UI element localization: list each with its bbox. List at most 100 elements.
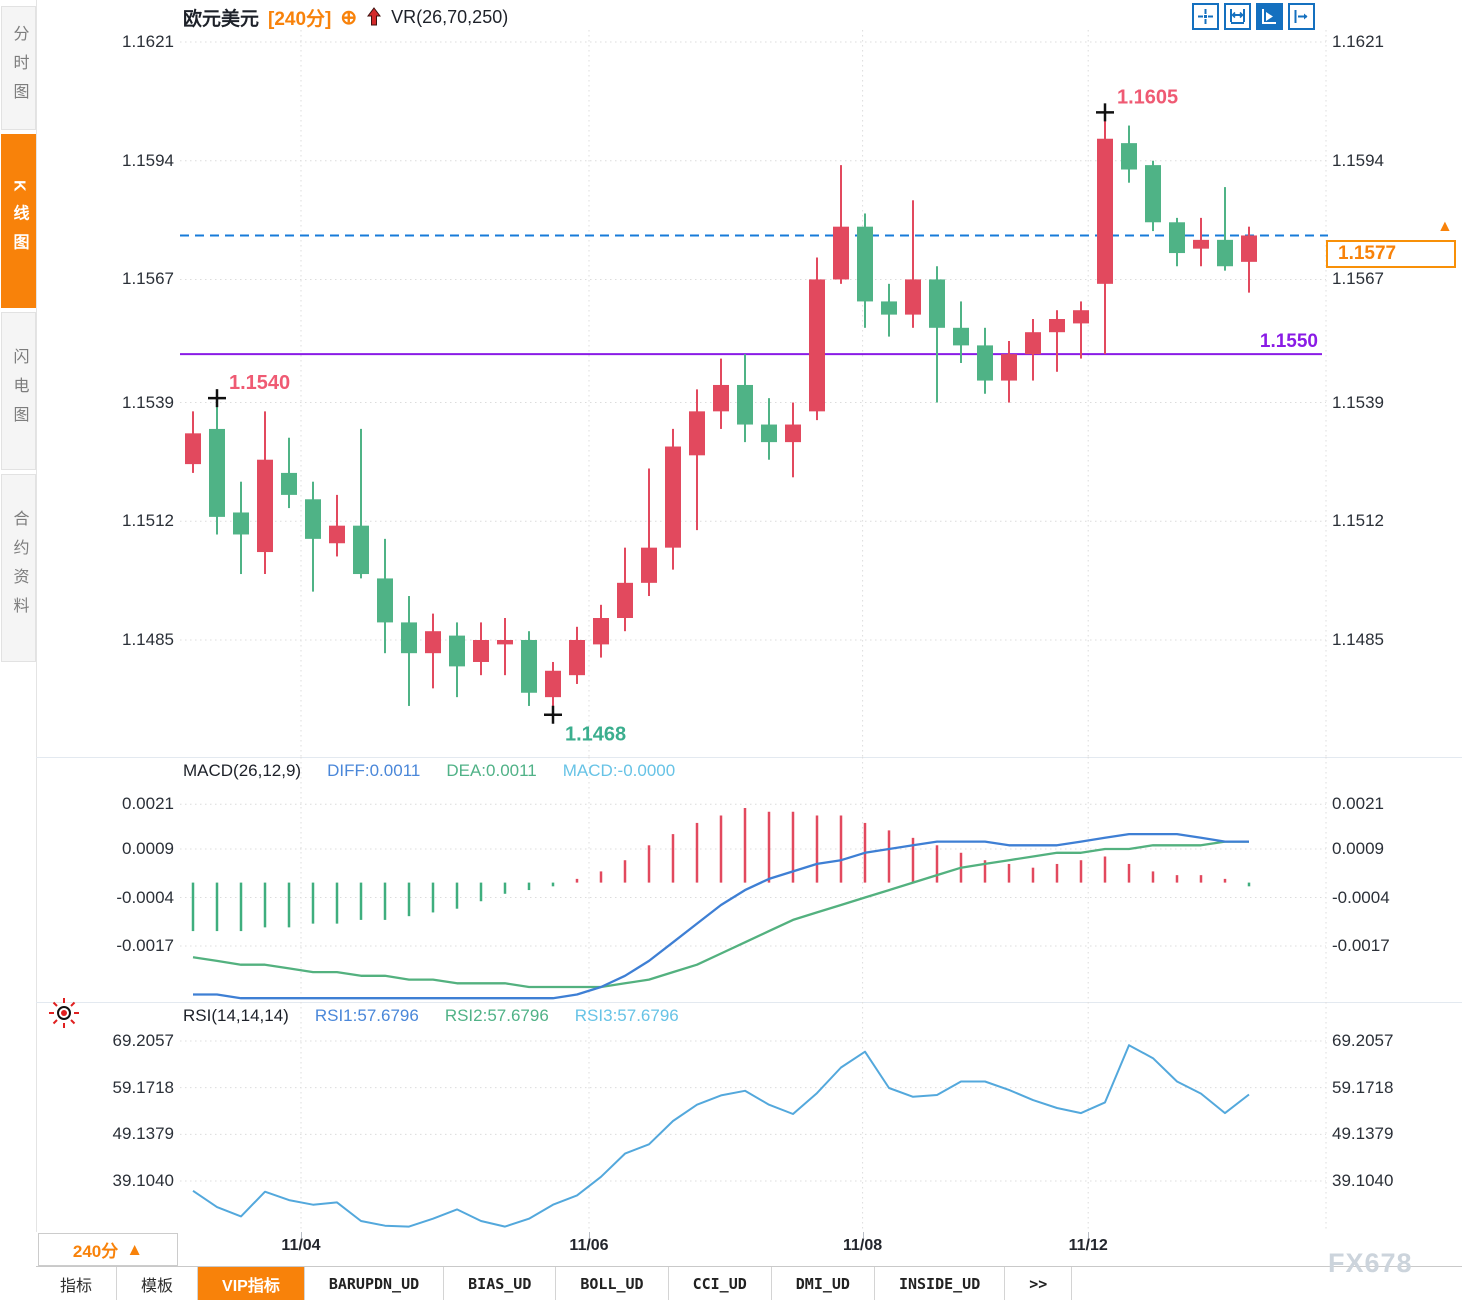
candle [617,547,633,632]
macd-hist-value: MACD:-0.0000 [562,761,676,780]
axis-tick-label: 69.2057 [1332,1031,1394,1050]
period-label[interactable]: [240分] [268,8,332,30]
rsi1-value: RSI1:57.6796 [314,1006,419,1025]
axis-tick-label: -0.0017 [1332,936,1390,955]
candle [1145,160,1161,232]
candle [1073,301,1089,359]
indicator-tab-5[interactable]: BIAS_UD [444,1267,557,1300]
axis-tick-label: 1.1512 [122,511,174,531]
candle [353,428,369,579]
axis-tick-label: 1.1539 [1332,392,1384,412]
candle [233,481,249,575]
panel-separator [36,757,1462,758]
axis-tick-label: 59.1718 [1332,1077,1394,1097]
sidebar-item-1[interactable]: 分时图 [1,6,36,130]
candle [401,596,417,706]
sidebar-item-3[interactable]: 闪电图 [1,312,36,470]
date-tick [589,1232,590,1238]
candle [281,437,297,509]
candle [473,622,489,676]
axis-tick-label: 0.0009 [122,839,174,859]
axis-tick-label: 39.1040 [112,1171,174,1190]
candle [641,468,657,597]
add-indicator-icon[interactable]: ⊕ [340,6,358,29]
swing-marker [544,705,562,724]
axis-range-icon[interactable] [1224,3,1251,30]
overlay-indicator-label: VR(26,70,250) [391,6,509,27]
candle [1049,310,1065,372]
axis-tick-label: 39.1040 [1332,1171,1394,1190]
indicator-tab-1[interactable]: 指标 [36,1267,118,1300]
swing-marker [208,389,226,408]
axis-tick-label: 1.1621 [1332,32,1384,51]
candle [1217,187,1233,271]
indicator-tab-4[interactable]: BARUPDN_UD [305,1267,445,1300]
axis-tick-label: 1.1485 [122,629,174,649]
axis-tick-label: 1.1485 [1332,629,1384,649]
chart-title-bar: 欧元美元 [240分] ⊕ VR(26,70,250) [183,4,508,30]
candle [785,402,801,478]
candle [1241,226,1257,293]
macd-diff-value: DIFF:0.0011 [327,761,421,780]
candle [1121,125,1137,183]
candle [1169,217,1185,267]
date-label: 11/06 [569,1237,609,1254]
chart-toolbar [1192,3,1315,30]
panel-separator [36,1002,1462,1003]
candle [425,613,441,689]
candle [521,631,537,706]
macd-chart[interactable] [180,757,1328,1002]
candle [713,358,729,429]
candle [1097,112,1113,355]
sidebar-item-4[interactable]: 合约资料 [1,474,36,662]
candle [905,200,921,328]
sun-icon[interactable] [48,997,80,1029]
candle [737,354,753,443]
candle [953,301,969,363]
candlestick-chart[interactable]: 1.1550 1.1540 1.1468 1.1605 [180,30,1328,757]
indicator-tab-2[interactable]: 模板 [117,1267,199,1300]
rsi2-value: RSI2:57.6796 [444,1006,549,1025]
indicator-tab-10[interactable]: >> [1005,1267,1073,1300]
candle [1001,340,1017,403]
axis-tick-label: 1.1567 [1332,269,1384,289]
macd-dea-value: DEA:0.0011 [446,761,537,780]
diff-line [193,832,1249,1000]
indicator-tab-9[interactable]: INSIDE_UD [875,1267,1006,1300]
swing-marker [1096,103,1114,122]
indicator-tab-8[interactable]: DMI_UD [772,1267,875,1300]
axis-tick-label: 1.1512 [1332,511,1384,531]
candle [257,411,273,575]
macd-header: MACD(26,12,9) DIFF:0.0011 DEA:0.0011 MAC… [183,761,675,781]
auto-scale-icon[interactable] [1256,3,1283,30]
axis-tick-label: 59.1718 [112,1077,174,1097]
candle [593,604,609,658]
period-up-arrow-icon: ▲ [126,1239,144,1259]
swing-price-label: 1.1540 [229,372,290,394]
rsi-chart[interactable] [180,1002,1328,1232]
chart-type-sidebar: 分时图 K线图闪电图合约资料 [0,0,37,1232]
axis-tick-label: 0.0009 [1332,839,1384,859]
candle [497,618,513,676]
candle [665,428,681,570]
crosshair-move-icon[interactable] [1192,3,1219,30]
rsi3-value: RSI3:57.6796 [574,1006,679,1025]
candle [1193,217,1209,267]
candle [809,257,825,421]
candle [857,213,873,328]
indicator-tab-3[interactable]: VIP指标 [198,1267,305,1300]
support-line-label: 1.1550 [1260,331,1318,352]
axis-tick-label: 0.0021 [1332,794,1384,814]
red-up-arrow-icon [367,7,382,26]
period-selector[interactable]: 240分 ▲ [38,1233,178,1266]
macd-params: MACD(26,12,9) [183,761,302,780]
axis-tick-label: 49.1379 [1332,1124,1394,1144]
indicator-tab-7[interactable]: CCI_UD [669,1267,772,1300]
candle [1025,319,1041,381]
axis-tick-label: 1.1567 [122,269,174,289]
sidebar-item-2[interactable]: K线图 [1,134,36,308]
candle [305,481,321,592]
pan-right-icon[interactable] [1288,3,1315,30]
indicator-tab-6[interactable]: BOLL_UD [556,1267,669,1300]
candle [377,538,393,654]
